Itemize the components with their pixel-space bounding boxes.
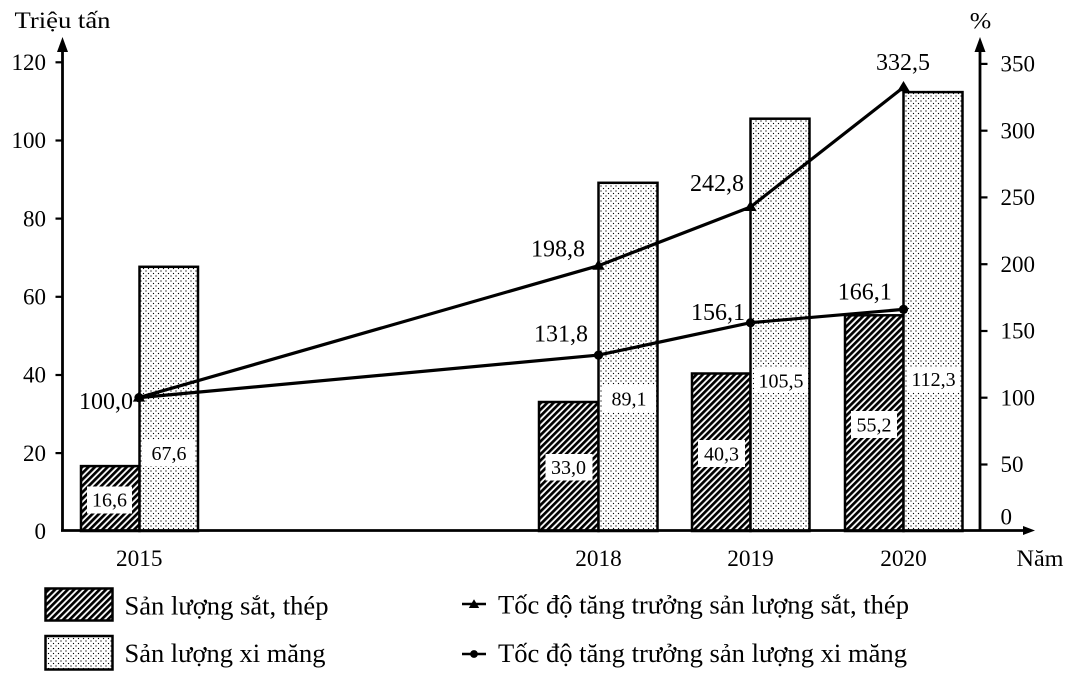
svg-text:0: 0 <box>35 519 47 544</box>
svg-text:198,8: 198,8 <box>531 236 585 262</box>
svg-text:2015: 2015 <box>116 546 163 571</box>
svg-text:50: 50 <box>1001 452 1024 477</box>
svg-text:89,1: 89,1 <box>612 388 647 410</box>
svg-text:300: 300 <box>1001 118 1036 143</box>
svg-text:60: 60 <box>23 285 46 310</box>
svg-text:100,0: 100,0 <box>79 389 133 415</box>
svg-text:33,0: 33,0 <box>551 457 586 479</box>
svg-text:105,5: 105,5 <box>759 370 804 392</box>
svg-text:80: 80 <box>23 206 46 231</box>
svg-text:Tốc độ tăng trưởng sản lượng s: Tốc độ tăng trưởng sản lượng sắt, thép <box>498 591 909 620</box>
svg-text:2019: 2019 <box>727 546 774 571</box>
svg-text:112,3: 112,3 <box>911 369 955 391</box>
svg-text:Tốc độ tăng trưởng sản lượng x: Tốc độ tăng trưởng sản lượng xi măng <box>498 639 907 668</box>
svg-text:200: 200 <box>1001 252 1036 277</box>
svg-text:16,6: 16,6 <box>92 489 127 511</box>
svg-text:156,1: 156,1 <box>691 300 745 326</box>
svg-text:242,8: 242,8 <box>690 171 744 197</box>
svg-text:150: 150 <box>1001 319 1036 344</box>
svg-text:40,3: 40,3 <box>704 443 739 465</box>
svg-text:0: 0 <box>1001 505 1013 530</box>
svg-text:332,5: 332,5 <box>876 50 930 76</box>
svg-text:350: 350 <box>1001 52 1036 77</box>
svg-text:67,6: 67,6 <box>152 443 187 465</box>
svg-text:Sản lượng sắt, thép: Sản lượng sắt, thép <box>125 592 329 621</box>
svg-text:100: 100 <box>12 128 47 153</box>
svg-text:100: 100 <box>1001 385 1036 410</box>
svg-text:2018: 2018 <box>575 546 622 571</box>
svg-text:120: 120 <box>12 50 47 75</box>
svg-text:20: 20 <box>23 441 46 466</box>
svg-text:Sản lượng xi măng: Sản lượng xi măng <box>125 639 326 668</box>
svg-text:Triệu tấn: Triệu tấn <box>15 8 112 33</box>
svg-text:2020: 2020 <box>880 546 927 571</box>
svg-text:40: 40 <box>23 363 46 388</box>
svg-text:%: % <box>970 9 992 34</box>
svg-text:55,2: 55,2 <box>857 414 892 436</box>
svg-text:166,1: 166,1 <box>838 279 892 305</box>
svg-text:250: 250 <box>1001 185 1036 210</box>
svg-text:Năm: Năm <box>1017 546 1064 571</box>
svg-text:131,8: 131,8 <box>534 321 588 347</box>
